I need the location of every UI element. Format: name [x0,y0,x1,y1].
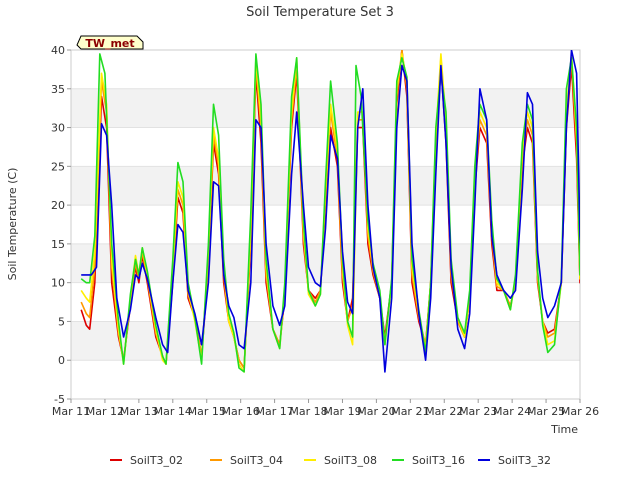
legend-label-SoilT3_02: SoilT3_02 [130,454,183,467]
grid-band [71,88,580,128]
series-lines [80,50,580,373]
grid-band [71,321,580,361]
x-tick-label: Mar 24 [493,405,531,418]
y-tick-label: 0 [58,354,65,367]
x-axis-label: Time [550,423,578,436]
x-tick-label: Mar 15 [188,405,226,418]
legend-label-SoilT3_16: SoilT3_16 [412,454,465,467]
y-tick-label: 40 [51,44,65,57]
series-line-SoilT3_16 [80,53,580,373]
x-tick-label: Mar 18 [289,405,327,418]
series-line-SoilT3_32 [81,50,580,373]
x-tick-label: Mar 26 [561,405,599,418]
x-tick-label: Mar 22 [425,405,463,418]
y-tick-label: 10 [51,277,65,290]
grid-band [71,127,580,167]
y-tick-label: 25 [51,160,65,173]
legend: SoilT3_02 SoilT3_04 SoilT3_08 SoilT3_16 Soil… [110,454,551,467]
y-tick-label: 5 [58,315,65,328]
x-tick-label: Mar 23 [459,405,497,418]
x-tick-label: Mar 17 [255,405,293,418]
legend-label-SoilT3_04: SoilT3_04 [230,454,283,467]
x-tick-label: Mar 13 [120,405,158,418]
y-tick-label: 35 [51,83,65,96]
y-tick-label: 30 [51,122,65,135]
y-ticks: -5 0 5 10 15 20 25 30 35 40 [51,44,71,406]
x-tick-label: Mar 19 [323,405,361,418]
x-tick-label: Mar 16 [222,405,260,418]
x-tick-label: Mar 11 [52,405,90,418]
annotation-box: TW_met [76,35,144,50]
chart-title: Soil Temperature Set 3 [246,5,394,20]
y-axis-label: Soil Temperature (C) [6,168,19,281]
x-tick-label: Mar 14 [154,405,192,418]
legend-label-SoilT3_32: SoilT3_32 [498,454,551,467]
annotation-text: TW_met [85,37,134,50]
grid-band [71,360,580,399]
y-tick-label: 20 [51,199,65,212]
y-tick-label: -5 [54,393,65,406]
grid-band [71,50,580,89]
legend-label-SoilT3_08: SoilT3_08 [324,454,377,467]
x-tick-label: Mar 20 [357,405,395,418]
x-tick-label: Mar 25 [527,405,565,418]
x-tick-label: Mar 12 [86,405,124,418]
grid-band [71,282,580,322]
x-tick-label: Mar 21 [391,405,429,418]
annotation-shape [76,35,144,50]
y-tick-label: 15 [51,238,65,251]
